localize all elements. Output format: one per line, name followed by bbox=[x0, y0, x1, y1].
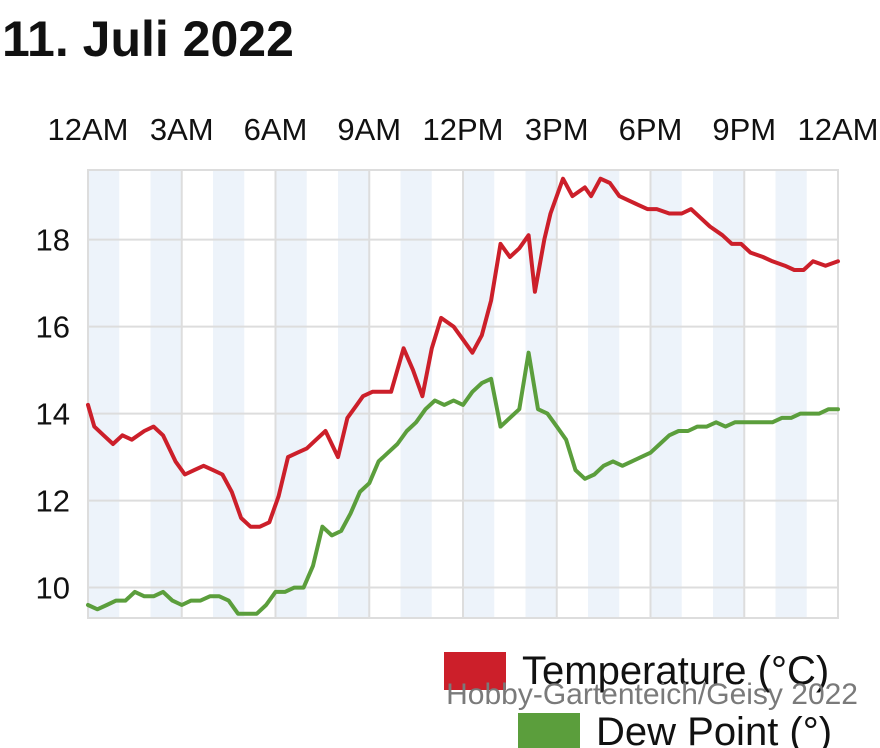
y-tick-label: 10 bbox=[36, 571, 70, 606]
y-tick-label: 12 bbox=[36, 484, 70, 519]
page-title: 11. Juli 2022 bbox=[2, 11, 294, 67]
x-tick-label: 3AM bbox=[150, 112, 214, 147]
plot-frame bbox=[87, 169, 839, 619]
shade-column bbox=[213, 170, 245, 618]
x-tick-label: 12AM bbox=[48, 112, 129, 147]
shade-column bbox=[775, 170, 807, 618]
chart-shading bbox=[88, 170, 807, 618]
chart-series bbox=[86, 176, 840, 616]
shade-column bbox=[588, 170, 620, 618]
dew-point-series-line bbox=[86, 350, 840, 616]
shade-column bbox=[650, 170, 682, 618]
x-tick-label: 12AM bbox=[798, 112, 879, 147]
shade-column bbox=[150, 170, 182, 618]
legend-label: Temperature (°C) bbox=[522, 649, 829, 693]
y-tick-label: 16 bbox=[36, 310, 70, 345]
shade-column bbox=[275, 170, 307, 618]
legend-label: Dew Point (°) bbox=[596, 710, 832, 748]
shade-column bbox=[713, 170, 745, 618]
shade-column bbox=[400, 170, 432, 618]
temperature-series-line bbox=[86, 176, 840, 529]
x-tick-label: 12PM bbox=[423, 112, 504, 147]
y-tick-label: 14 bbox=[36, 397, 70, 432]
x-tick-label: 6PM bbox=[619, 112, 683, 147]
x-axis-ticks: 12AM 3AM 6AM 9AM 12PM 3PM 6PM 9PM 12AM bbox=[48, 112, 879, 147]
y-tick-label: 18 bbox=[36, 223, 70, 258]
x-tick-label: 3PM bbox=[525, 112, 589, 147]
x-tick-label: 6AM bbox=[244, 112, 308, 147]
watermark: Hobby-Gartenteich/Geisy 2022 bbox=[446, 678, 858, 711]
x-tick-label: 9AM bbox=[337, 112, 401, 147]
legend-swatch bbox=[518, 713, 580, 748]
shade-column bbox=[463, 170, 495, 618]
shade-column bbox=[88, 170, 120, 618]
y-axis-ticks: 10 12 14 16 18 bbox=[36, 223, 70, 606]
watermark-text: Hobby-Gartenteich/Geisy 2022 bbox=[446, 678, 858, 711]
legend-swatch bbox=[444, 652, 506, 690]
x-tick-label: 9PM bbox=[712, 112, 776, 147]
chart-legend: Temperature (°C) Dew Point (°) bbox=[444, 649, 832, 748]
